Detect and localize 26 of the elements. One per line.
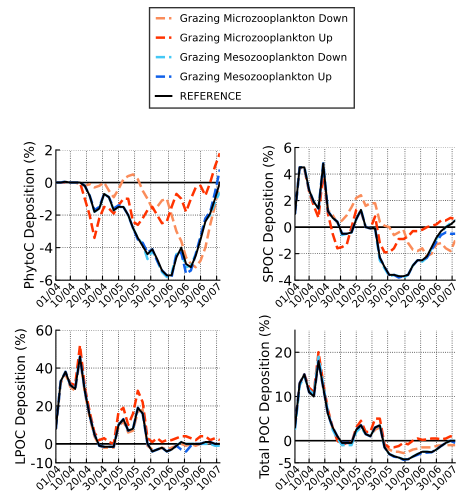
y-tick-label: -2: [40, 210, 52, 220]
y-tick-label: 0: [284, 222, 292, 233]
y-tick-label: 6: [284, 142, 292, 153]
y-tick-label: 60: [36, 325, 52, 336]
y-tick-label: 20: [36, 400, 52, 412]
legend-label: Grazing Microzooplankton Up: [180, 33, 332, 44]
legend-label: Grazing Microzooplankton Down: [180, 14, 348, 24]
y-tick-label: 0: [45, 438, 52, 450]
y-tick-label: 10: [276, 391, 292, 402]
y-tick-label: -4: [40, 242, 52, 253]
legend-label: Grazing Mesozooplankton Up: [180, 72, 332, 82]
y-axis-title: PhytoC Deposition (%): [24, 142, 36, 288]
y-tick-label: -2: [279, 248, 291, 259]
y-tick-label: 2: [45, 144, 52, 156]
y-tick-label: -4: [279, 275, 292, 286]
y-axis-title: Total POC Deposition (%): [258, 315, 272, 479]
legend-label: Grazing Mesozooplankton Down: [180, 52, 346, 63]
y-tick-label: 0: [45, 178, 52, 188]
y-tick-label: 0: [284, 436, 292, 446]
y-tick-label: 2: [284, 196, 291, 206]
y-tick-label: 40: [36, 363, 52, 374]
y-tick-label: 20: [276, 347, 292, 358]
y-axis-title: LPOC Deposition (%): [14, 329, 28, 464]
y-tick-label: 4: [284, 169, 292, 180]
y-axis-title: SPOC Deposition (%): [262, 146, 276, 282]
legend-label: REFERENCE: [180, 92, 241, 100]
